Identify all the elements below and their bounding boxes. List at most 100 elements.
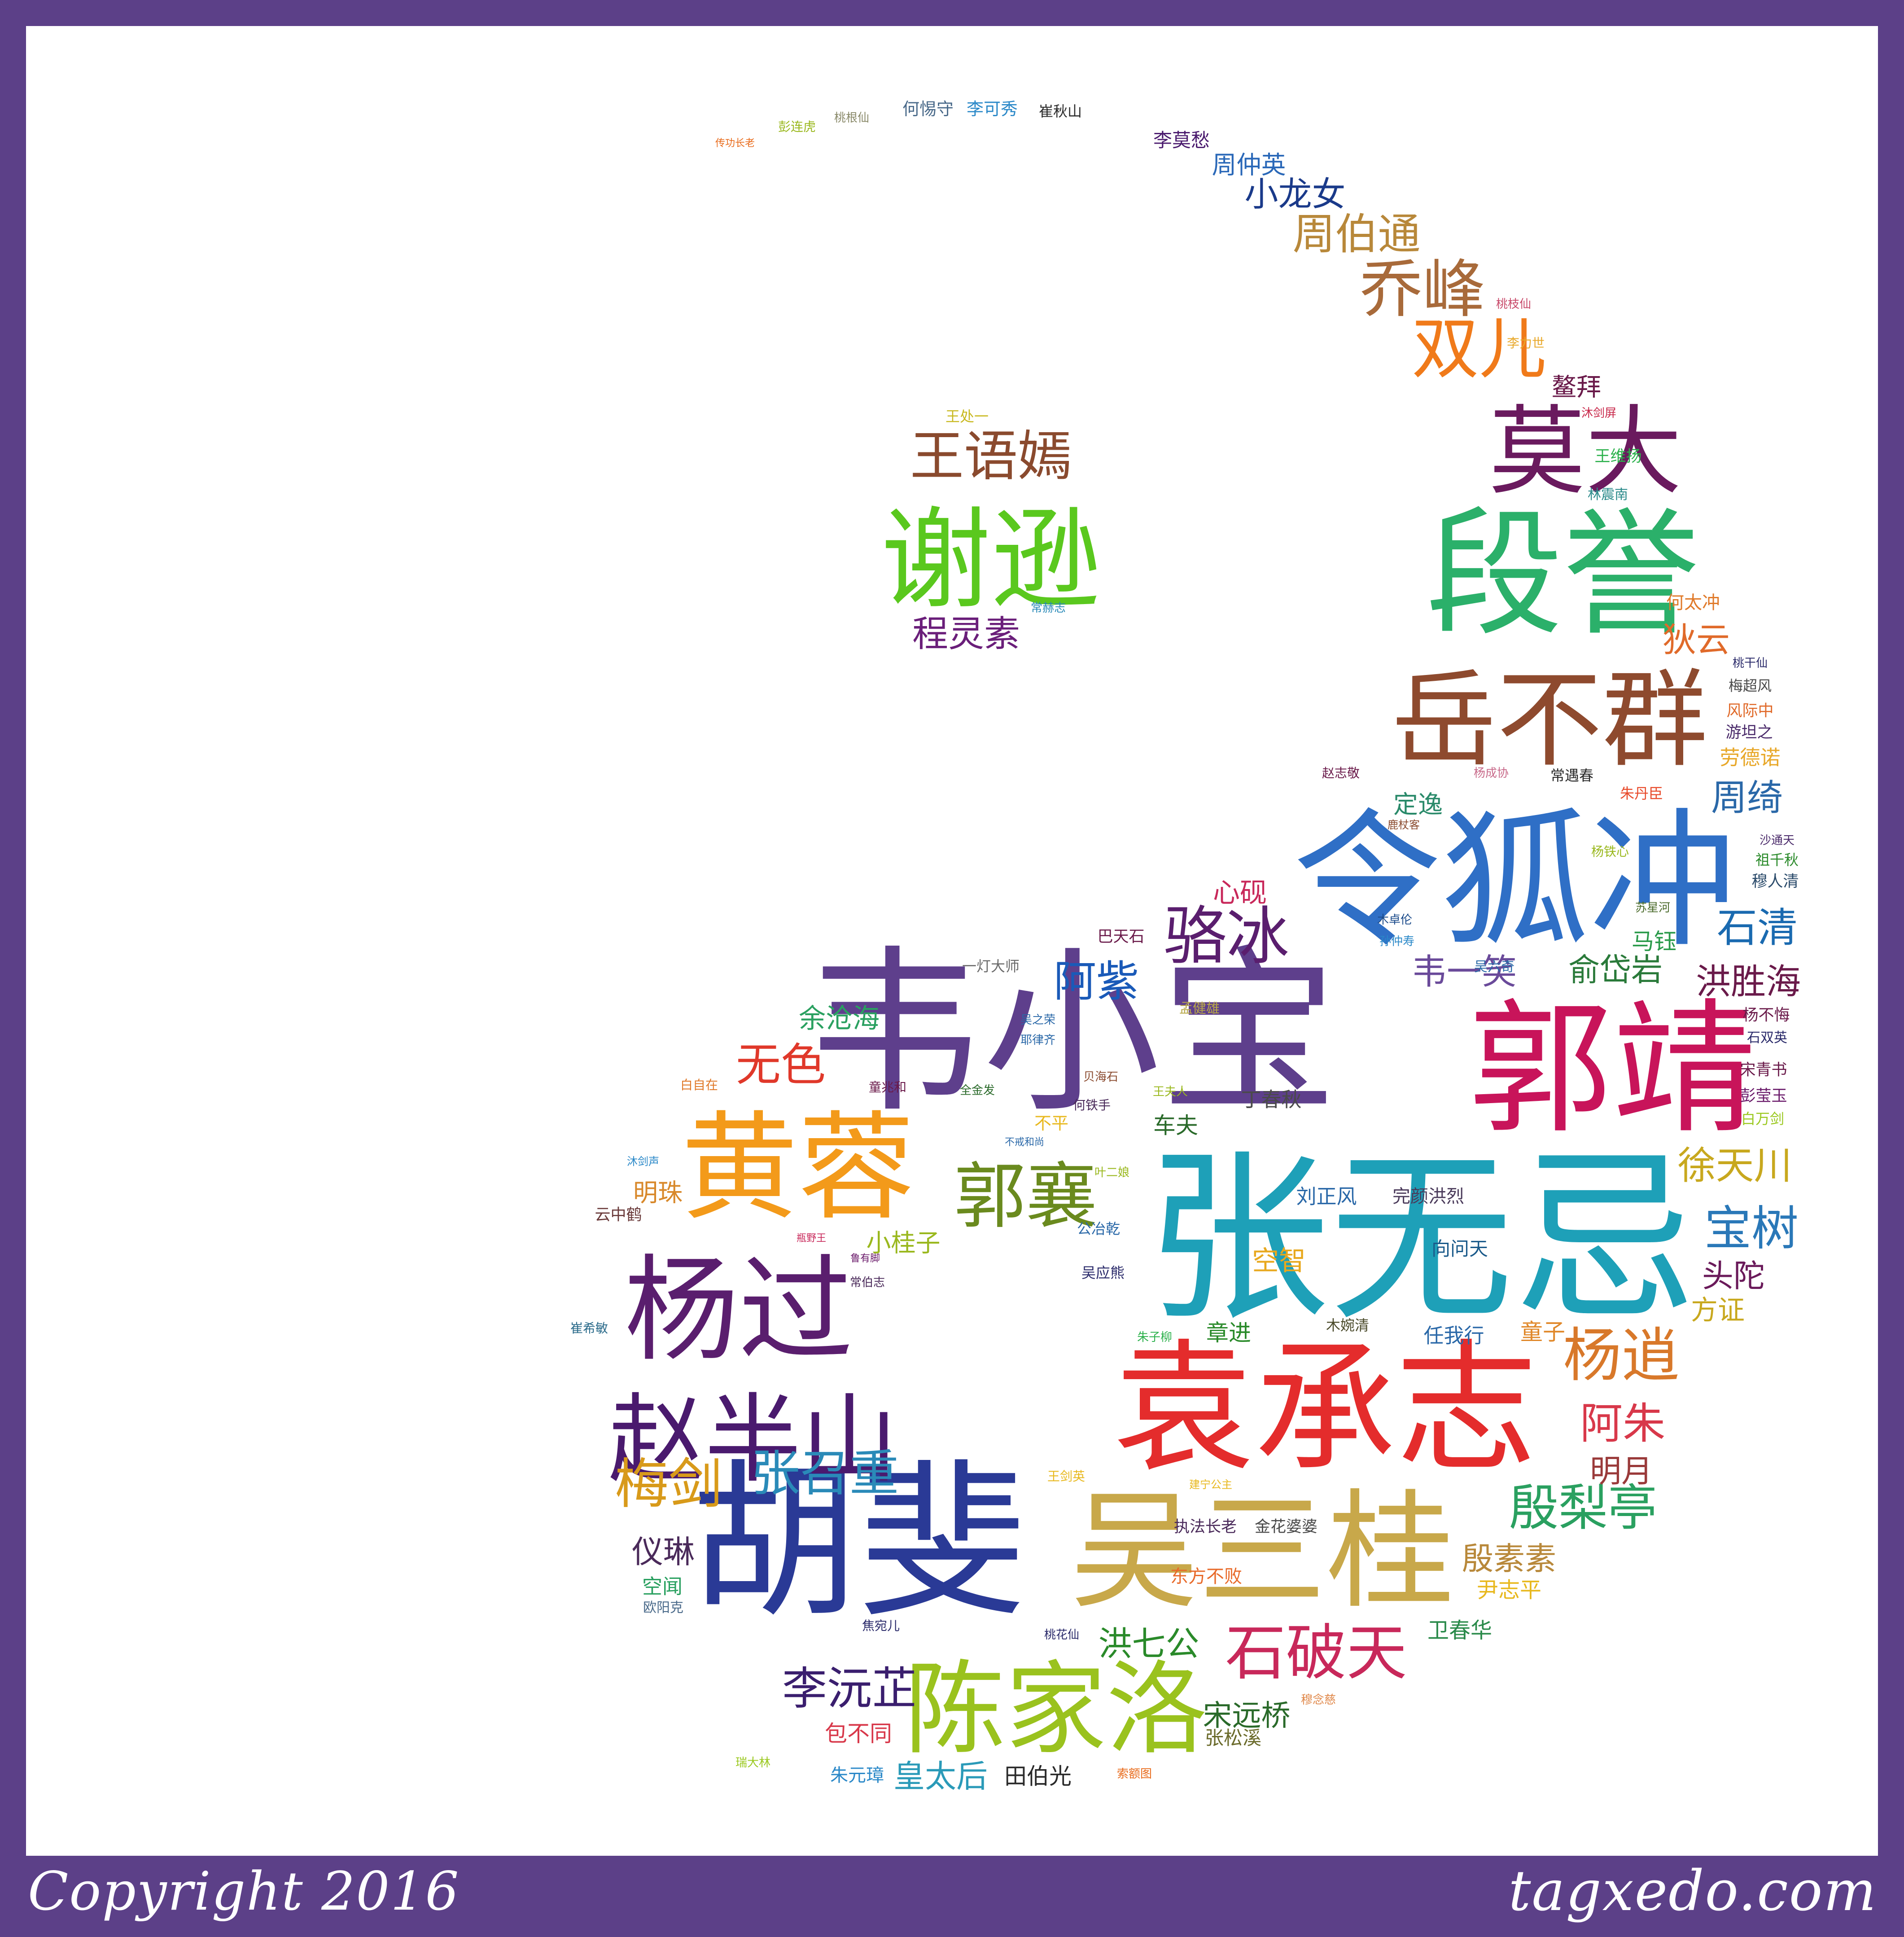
word-mu-jiansheng: 沐剑声: [627, 1155, 659, 1168]
word-ren-woxing: 任我行: [1423, 1323, 1484, 1348]
word-xiang-wentian: 向问天: [1431, 1238, 1488, 1260]
word-pingye-wang: 瓶野王: [796, 1233, 827, 1244]
word-wei-chunhua: 卫春华: [1427, 1618, 1493, 1643]
word-ouyang-ke: 欧阳克: [643, 1600, 683, 1616]
word-yang-guo: 杨过: [624, 1244, 854, 1377]
word-yang-xiao: 杨逍: [1563, 1321, 1680, 1389]
word-tao-zhixian: 桃枝仙: [1496, 298, 1532, 311]
word-zu-qianqiu: 祖千秋: [1755, 851, 1799, 868]
word-luo-bing: 骆冰: [1163, 900, 1290, 973]
word-cui-ximin: 崔希敏: [570, 1321, 608, 1336]
word-xu-tianchuan: 徐天川: [1677, 1144, 1792, 1188]
word-yelv-qi: 耶律齐: [1020, 1034, 1056, 1047]
word-chang-hezhi: 常赫志: [1030, 601, 1066, 615]
word-cheng-lingsu: 程灵素: [912, 613, 1020, 655]
word-cui-qiushan: 崔秋山: [1038, 103, 1082, 120]
word-zhu-yuanzhang: 朱元璋: [830, 1765, 884, 1786]
word-zhou-botong: 周伯通: [1292, 210, 1421, 259]
word-hong-qigong: 洪七公: [1098, 1624, 1199, 1664]
word-he-tieshou: 何铁手: [1072, 1098, 1111, 1113]
word-wu-se: 无色: [736, 1039, 826, 1091]
word-bujie-heshang: 不戒和尚: [1004, 1137, 1045, 1148]
word-ming-zhu: 明珠: [633, 1178, 683, 1207]
word-you-tanzhi: 游坦之: [1725, 723, 1773, 742]
word-bai-zizai: 白自在: [680, 1078, 718, 1092]
word-mei-jian: 梅剑: [615, 1453, 722, 1516]
word-xiao-guizi: 小桂子: [866, 1228, 941, 1258]
word-meng-jianxiong: 孟健雄: [1179, 1001, 1220, 1017]
word-ye-erniang: 叶二娘: [1094, 1166, 1130, 1179]
word-bai-wanjian: 白万剑: [1741, 1110, 1785, 1127]
word-yin-susu: 殷素素: [1462, 1540, 1556, 1577]
word-li-kexiu: 李可秀: [966, 99, 1018, 119]
word-yang-buhui: 杨不悔: [1742, 1006, 1790, 1025]
word-wu-sangui: 吴三桂: [1070, 1477, 1454, 1626]
word-tong-zhaohe: 童兆和: [868, 1080, 907, 1095]
word-chang-yuchun: 常遇春: [1550, 767, 1594, 784]
word-hu-fei: 胡斐: [690, 1445, 1027, 1641]
word-gongye-qian: 公冶乾: [1077, 1220, 1121, 1237]
word-a-zhu: 阿朱: [1580, 1399, 1666, 1449]
word-wang-weiyang: 王维扬: [1594, 447, 1642, 466]
word-he-taichong: 何太冲: [1666, 592, 1720, 613]
word-wang-chuyi: 王处一: [945, 408, 989, 425]
word-wang-jianying: 王剑英: [1047, 1469, 1085, 1484]
word-jiao-wan-er: 焦宛儿: [862, 1618, 900, 1633]
word-quan-jinfa: 全金发: [959, 1084, 995, 1097]
word-kong-zhi: 空智: [1252, 1245, 1306, 1277]
word-zhu-ziliu: 朱子柳: [1137, 1331, 1173, 1344]
word-zhang-jin: 章进: [1206, 1320, 1251, 1346]
word-jianning-gongzhu: 建宁公主: [1189, 1478, 1232, 1491]
word-lu-zhangke: 鹿杖客: [1388, 819, 1420, 831]
word-chang-bozhi: 常伯志: [849, 1276, 885, 1289]
word-peng-lianhu: 彭连虎: [778, 119, 816, 134]
word-wang-yuyan: 王语嫣: [910, 425, 1072, 488]
word-ao-bai: 鳌拜: [1551, 372, 1602, 402]
word-yu-daiyan: 俞岱岩: [1568, 951, 1663, 988]
word-mu-zhuolun: 木卓伦: [1377, 913, 1413, 927]
word-wei-yixiao: 韦一笑: [1411, 952, 1517, 992]
word-kong-wen: 空闻: [642, 1574, 683, 1599]
word-hong-shenghai: 洪胜海: [1695, 962, 1801, 1002]
word-wanyan-honglie: 完颜洪烈: [1392, 1186, 1464, 1207]
word-a-zi: 阿紫: [1053, 957, 1139, 1007]
word-zhou-zhongying: 周仲英: [1212, 150, 1286, 180]
word-shi-qing: 石清: [1717, 904, 1798, 951]
word-yideng-dashi: 一灯大师: [962, 958, 1020, 975]
word-feng-jizhong: 风际中: [1726, 702, 1774, 720]
word-peng-yingyu: 彭莹玉: [1740, 1087, 1787, 1105]
word-rui-dalin: 瑞大林: [735, 1756, 771, 1770]
word-yin-liting: 殷梨亭: [1509, 1479, 1657, 1537]
word-wu-yingxiong: 吴应熊: [1081, 1264, 1125, 1281]
word-bao-shu: 宝树: [1704, 1201, 1799, 1256]
word-yun-zhonghe: 云中鹤: [595, 1206, 642, 1224]
word-shi-potian: 石破天: [1225, 1617, 1407, 1688]
word-ming-yue: 明月: [1590, 1453, 1653, 1490]
word-xie-xun: 谢逊: [881, 496, 1101, 624]
word-zhao-banshan: 赵半山: [608, 1383, 898, 1496]
site-link[interactable]: tagxedo.com: [1508, 1859, 1877, 1924]
word-linghu-chong: 令狐冲: [1293, 795, 1737, 967]
word-di-yun: 狄云: [1662, 620, 1730, 660]
word-liu-zhengfeng: 刘正风: [1296, 1184, 1357, 1209]
word-ding-yi: 定逸: [1393, 790, 1443, 819]
word-che-fu: 车夫: [1153, 1113, 1198, 1139]
word-chuangong-zhanglao: 传功长老: [715, 138, 755, 149]
word-zhifa-zhanglao: 执法长老: [1173, 1518, 1237, 1536]
word-tong-zi: 童子: [1520, 1319, 1565, 1345]
word-li-lishi: 李力世: [1506, 336, 1545, 351]
word-yu-canghai: 余沧海: [799, 1003, 880, 1034]
word-song-yuanqiao: 宋远桥: [1203, 1699, 1291, 1733]
word-mei-chaofeng: 梅超风: [1728, 677, 1772, 694]
word-zhao-zhijing: 赵志敬: [1322, 766, 1360, 780]
word-yang-chengxie: 杨成协: [1473, 767, 1509, 780]
word-zhu-danchen: 朱丹臣: [1619, 785, 1663, 802]
word-guo-xiang: 郭襄: [954, 1154, 1098, 1238]
word-yuan-chengzhi: 袁承志: [1113, 1327, 1537, 1491]
word-lu-youjiao: 鲁有脚: [850, 1253, 880, 1264]
word-ding-chunqiu: 丁春秋: [1241, 1087, 1302, 1112]
word-guo-jing: 郭靖: [1469, 986, 1756, 1153]
word-mu-nianci: 穆念慈: [1300, 1693, 1336, 1707]
word-zhang-wuji: 张无忌: [1146, 1131, 1698, 1346]
word-tao-ganxian: 桃干仙: [1732, 657, 1768, 670]
